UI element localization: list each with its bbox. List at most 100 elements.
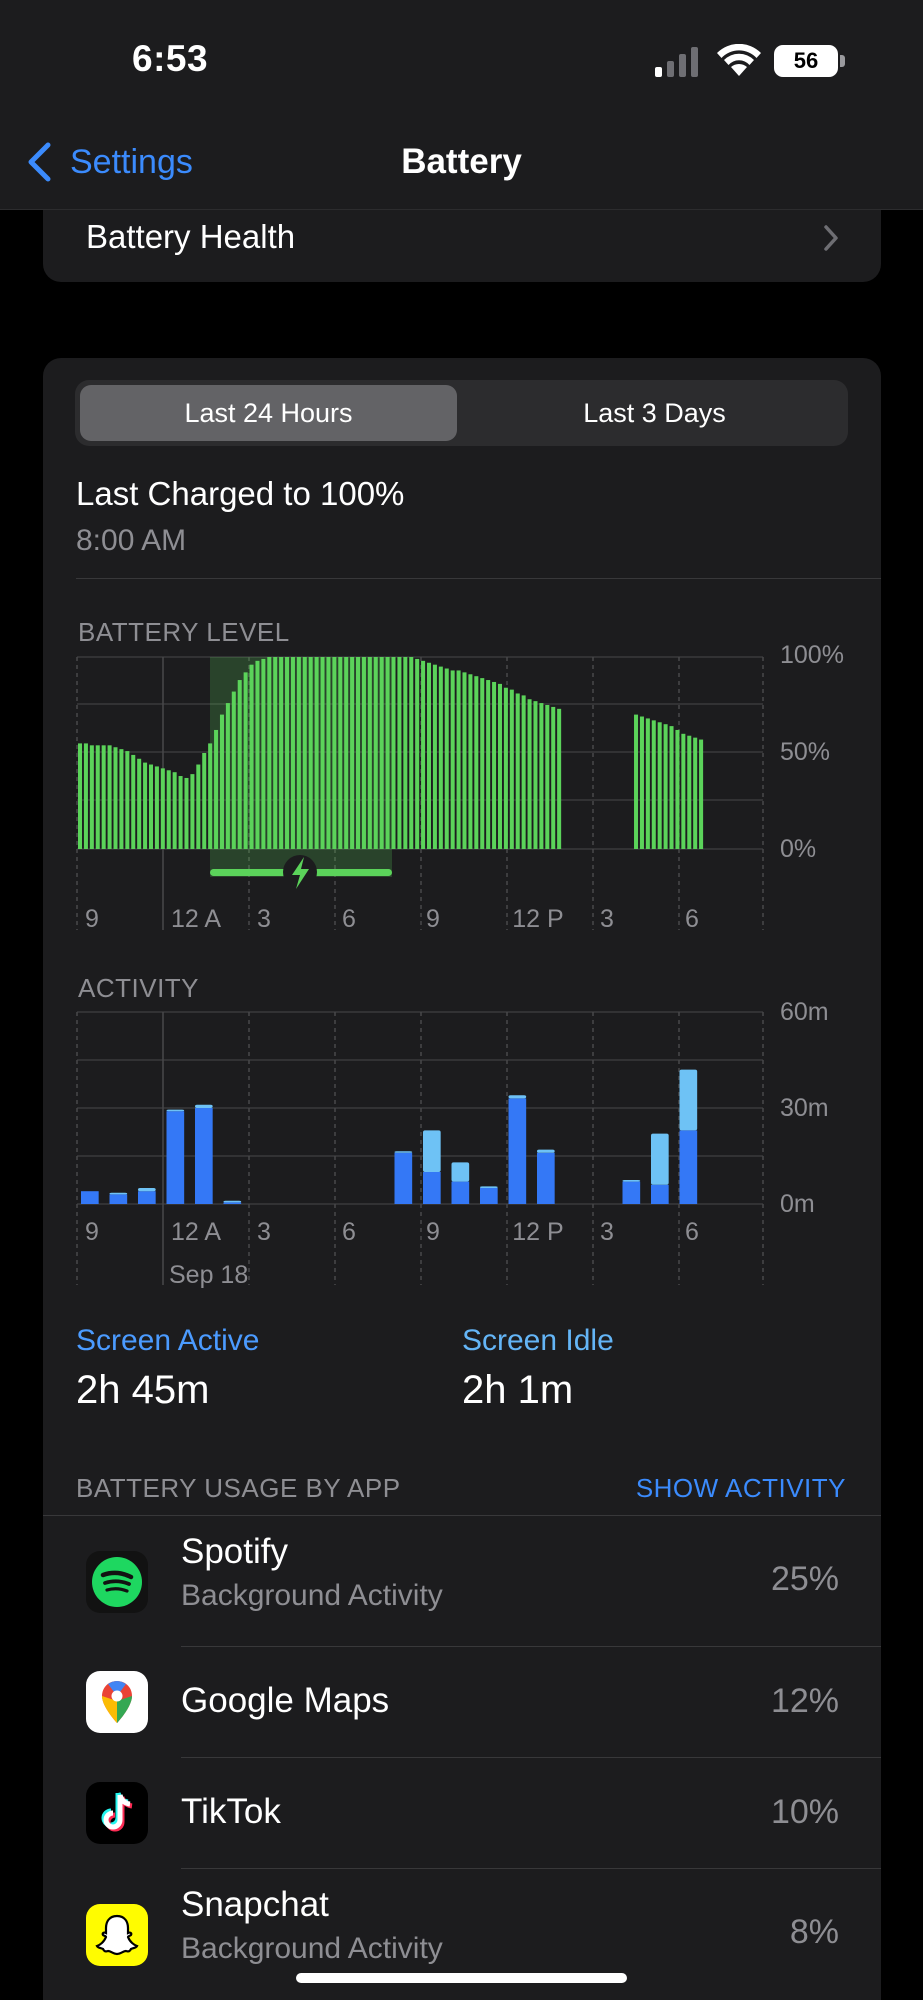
- screen-idle-bar: [195, 1104, 213, 1108]
- divider: [181, 1757, 881, 1758]
- battery-bar: [527, 699, 532, 849]
- x-tick-label: 12 A: [171, 1218, 221, 1246]
- app-row-google-maps[interactable]: Google Maps 12%: [43, 1647, 881, 1757]
- status-time: 6:53: [132, 38, 209, 79]
- battery-bar: [639, 716, 644, 849]
- x-tick-label: 6: [342, 905, 356, 933]
- y-tick-label: 0%: [780, 835, 816, 863]
- x-tick-label: 12 P: [512, 1218, 563, 1246]
- battery-bar: [480, 678, 485, 849]
- tab-last-3-days[interactable]: Last 3 Days: [583, 398, 726, 428]
- screen-active-bar: [195, 1108, 213, 1204]
- battery-bar: [361, 657, 366, 849]
- back-button-label: Settings: [70, 142, 193, 181]
- screen-idle-bar: [508, 1095, 527, 1099]
- screen-active-bar: [451, 1181, 470, 1204]
- screen-active-bar: [138, 1191, 156, 1204]
- battery-bar: [373, 657, 378, 849]
- battery-bar: [438, 666, 443, 849]
- chevron-left-icon: [28, 142, 51, 182]
- battery-bar: [119, 749, 124, 849]
- battery-bar: [320, 657, 325, 849]
- battery-bar: [231, 691, 236, 849]
- screen-idle-bar: [223, 1200, 242, 1203]
- app-row-spotify[interactable]: Spotify Background Activity 25%: [43, 1516, 881, 1646]
- screen-idle-label: Screen Idle: [462, 1324, 614, 1357]
- screen-active-bar: [81, 1191, 99, 1204]
- battery-bar: [125, 751, 130, 849]
- battery-bar: [533, 701, 538, 849]
- app-name: Google Maps: [181, 1681, 390, 1720]
- x-tick-label: 9: [85, 1218, 99, 1246]
- screen-idle-bar: [423, 1130, 441, 1172]
- x-tick-label: 3: [257, 905, 271, 933]
- wifi-icon: [717, 44, 761, 76]
- battery-bar: [208, 743, 213, 849]
- last-charged-title: Last Charged to 100%: [76, 475, 405, 512]
- battery-bar: [350, 657, 355, 849]
- battery-health-row[interactable]: Battery Health: [43, 210, 881, 282]
- x-tick-label: 12 A: [171, 905, 221, 933]
- screen-active-bar: [622, 1181, 641, 1204]
- battery-bar: [137, 758, 142, 849]
- x-tick-label: 3: [600, 905, 614, 933]
- app-name: Spotify: [181, 1532, 288, 1571]
- screen-active-bar: [480, 1188, 498, 1204]
- chevron-right-icon: [824, 225, 838, 251]
- show-activity-button[interactable]: SHOW ACTIVITY: [635, 1473, 846, 1503]
- screen-active-bar: [537, 1152, 555, 1204]
- battery-bar: [545, 705, 550, 849]
- battery-bar: [503, 687, 508, 849]
- battery-bar: [290, 657, 295, 849]
- battery-bar: [421, 660, 426, 849]
- battery-bar: [356, 657, 361, 849]
- app-percent: 12%: [770, 1682, 839, 1720]
- x-tick-label: 3: [600, 1218, 614, 1246]
- screen-active-bar: [651, 1184, 669, 1204]
- screen-idle-bar: [651, 1133, 669, 1185]
- screen-idle-value: 2h 1m: [462, 1368, 574, 1412]
- app-row-tiktok[interactable]: TikTok 10%: [43, 1758, 881, 1868]
- battery-bar: [160, 768, 165, 849]
- screen-active-bar: [223, 1202, 242, 1204]
- battery-bar: [113, 747, 118, 849]
- battery-chart-labels: 100% 50% 0% 9 12 A 3 6 9 12 P 3 6: [85, 641, 844, 933]
- x-tick-label: 9: [85, 905, 99, 933]
- tab-last-24-hours[interactable]: Last 24 Hours: [80, 385, 457, 441]
- app-subtitle: Background Activity: [181, 1932, 443, 1965]
- battery-bar: [214, 729, 219, 849]
- x-tick-label: 3: [257, 1218, 271, 1246]
- last-charged-time: 8:00 AM: [76, 524, 187, 557]
- battery-bar: [551, 706, 556, 849]
- y-tick-label: 30m: [780, 1094, 829, 1122]
- battery-bar: [521, 695, 526, 849]
- screen-idle-bar: [138, 1188, 156, 1192]
- x-tick-label: 6: [685, 1218, 699, 1246]
- battery-bar: [184, 777, 189, 849]
- x-tick-label: 9: [426, 905, 440, 933]
- battery-bar: [202, 753, 207, 849]
- page-title: Battery: [401, 142, 522, 181]
- screen-active-bar: [679, 1130, 698, 1204]
- home-indicator[interactable]: [296, 1973, 627, 1983]
- battery-indicator: 56: [774, 45, 838, 77]
- screen-active-bar: [166, 1111, 185, 1204]
- back-button[interactable]: Settings: [26, 140, 193, 184]
- activity-label: ACTIVITY: [78, 973, 200, 1003]
- battery-bar: [249, 664, 254, 849]
- battery-bar: [279, 657, 284, 849]
- app-row-snapchat[interactable]: Snapchat Background Activity 8%: [43, 1869, 881, 2000]
- battery-bar: [267, 657, 272, 849]
- battery-bar: [474, 676, 479, 849]
- screen-idle-bar: [451, 1162, 470, 1182]
- battery-bar: [285, 657, 290, 849]
- y-tick-label: 0m: [780, 1190, 815, 1218]
- battery-bar: [645, 718, 650, 849]
- battery-bar: [302, 657, 307, 849]
- x-tick-label: 6: [685, 905, 699, 933]
- app-percent: 10%: [770, 1793, 839, 1831]
- battery-bar: [143, 762, 148, 849]
- battery-bar: [497, 683, 502, 849]
- battery-bar: [432, 664, 437, 849]
- battery-chart-bars: [78, 657, 704, 889]
